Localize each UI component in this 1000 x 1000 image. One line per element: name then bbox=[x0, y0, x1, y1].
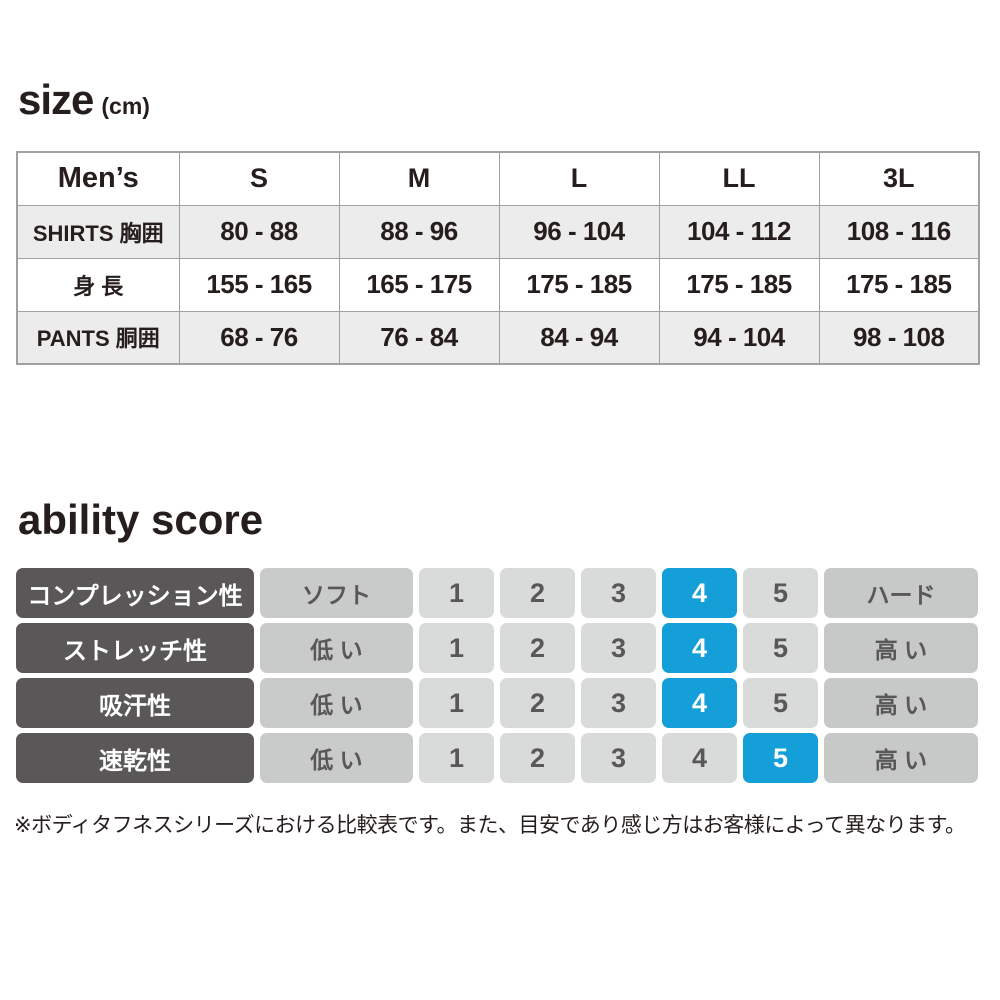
size-chart-table: Men’s S M L LL 3L SHIRTS 胸囲 80 - 88 88 -… bbox=[16, 151, 980, 365]
score-cell-4: 4 bbox=[662, 623, 737, 673]
size-header-mens: Men’s bbox=[16, 151, 180, 206]
ability-high-end-label: 高 い bbox=[824, 678, 978, 728]
ability-high-end-label: 高 い bbox=[824, 623, 978, 673]
size-value-cell: 175 - 185 bbox=[818, 257, 980, 312]
score-cell-3: 3 bbox=[581, 733, 656, 783]
ability-section-title: ability score bbox=[18, 496, 264, 543]
size-value-cell: 88 - 96 bbox=[338, 204, 500, 259]
size-header-3l: 3L bbox=[818, 151, 980, 206]
size-row-label-height: 身 長 bbox=[16, 257, 180, 312]
score-cell-1: 1 bbox=[419, 623, 494, 673]
score-cell-2: 2 bbox=[500, 568, 575, 618]
ability-label-quick-dry: 速乾性 bbox=[16, 733, 254, 783]
score-cell-5: 5 bbox=[743, 733, 818, 783]
ability-low-end-label: ソフト bbox=[260, 568, 413, 618]
size-row-shirts: SHIRTS 胸囲 80 - 88 88 - 96 96 - 104 104 -… bbox=[16, 204, 980, 259]
size-title-text: size bbox=[18, 76, 94, 123]
size-header-l: L bbox=[498, 151, 660, 206]
size-row-label-pants: PANTS 胴囲 bbox=[16, 310, 180, 365]
size-unit-label: (cm) bbox=[101, 93, 150, 119]
size-row-label-shirts: SHIRTS 胸囲 bbox=[16, 204, 180, 259]
size-value-cell: 96 - 104 bbox=[498, 204, 660, 259]
size-header-s: S bbox=[178, 151, 340, 206]
score-cell-3: 3 bbox=[581, 678, 656, 728]
score-cell-3: 3 bbox=[581, 568, 656, 618]
score-cell-2: 2 bbox=[500, 733, 575, 783]
size-value-cell: 104 - 112 bbox=[658, 204, 820, 259]
size-value-cell: 108 - 116 bbox=[818, 204, 980, 259]
size-value-cell: 175 - 185 bbox=[658, 257, 820, 312]
size-value-cell: 165 - 175 bbox=[338, 257, 500, 312]
size-header-row: Men’s S M L LL 3L bbox=[16, 151, 980, 206]
ability-row-stretch: ストレッチ性 低 い 1 2 3 4 5 高 い bbox=[16, 623, 978, 673]
ability-high-end-label: 高 い bbox=[824, 733, 978, 783]
ability-row-sweat-absorb: 吸汗性 低 い 1 2 3 4 5 高 い bbox=[16, 678, 978, 728]
size-row-height: 身 長 155 - 165 165 - 175 175 - 185 175 - … bbox=[16, 257, 980, 312]
score-cell-2: 2 bbox=[500, 623, 575, 673]
score-cell-4: 4 bbox=[662, 568, 737, 618]
score-cell-4: 4 bbox=[662, 678, 737, 728]
comparison-disclaimer-note: ※ボディタフネスシリーズにおける比較表です。また、目安であり感じ方はお客様によっ… bbox=[14, 814, 966, 837]
score-cell-5: 5 bbox=[743, 568, 818, 618]
ability-label-stretch: ストレッチ性 bbox=[16, 623, 254, 673]
ability-low-end-label: 低 い bbox=[260, 623, 413, 673]
size-value-cell: 175 - 185 bbox=[498, 257, 660, 312]
ability-low-end-label: 低 い bbox=[260, 733, 413, 783]
score-cell-1: 1 bbox=[419, 733, 494, 783]
size-value-cell: 98 - 108 bbox=[818, 310, 980, 365]
score-cell-1: 1 bbox=[419, 678, 494, 728]
size-value-cell: 94 - 104 bbox=[658, 310, 820, 365]
score-cell-2: 2 bbox=[500, 678, 575, 728]
size-header-ll: LL bbox=[658, 151, 820, 206]
ability-row-quick-dry: 速乾性 低 い 1 2 3 4 5 高 い bbox=[16, 733, 978, 783]
ability-row-compression: コンプレッション性 ソフト 1 2 3 4 5 ハード bbox=[16, 568, 978, 618]
size-section-title: size (cm) bbox=[18, 76, 150, 124]
ability-score-table: コンプレッション性 ソフト 1 2 3 4 5 ハード ストレッチ性 低 い 1… bbox=[16, 568, 978, 788]
size-value-cell: 84 - 94 bbox=[498, 310, 660, 365]
ability-label-sweat-absorb: 吸汗性 bbox=[16, 678, 254, 728]
ability-label-compression: コンプレッション性 bbox=[16, 568, 254, 618]
score-cell-5: 5 bbox=[743, 623, 818, 673]
ability-low-end-label: 低 い bbox=[260, 678, 413, 728]
size-value-cell: 68 - 76 bbox=[178, 310, 340, 365]
size-value-cell: 155 - 165 bbox=[178, 257, 340, 312]
size-value-cell: 76 - 84 bbox=[338, 310, 500, 365]
score-cell-1: 1 bbox=[419, 568, 494, 618]
ability-high-end-label: ハード bbox=[824, 568, 978, 618]
score-cell-4: 4 bbox=[662, 733, 737, 783]
size-value-cell: 80 - 88 bbox=[178, 204, 340, 259]
size-row-pants: PANTS 胴囲 68 - 76 76 - 84 84 - 94 94 - 10… bbox=[16, 310, 980, 365]
score-cell-5: 5 bbox=[743, 678, 818, 728]
score-cell-3: 3 bbox=[581, 623, 656, 673]
size-header-m: M bbox=[338, 151, 500, 206]
